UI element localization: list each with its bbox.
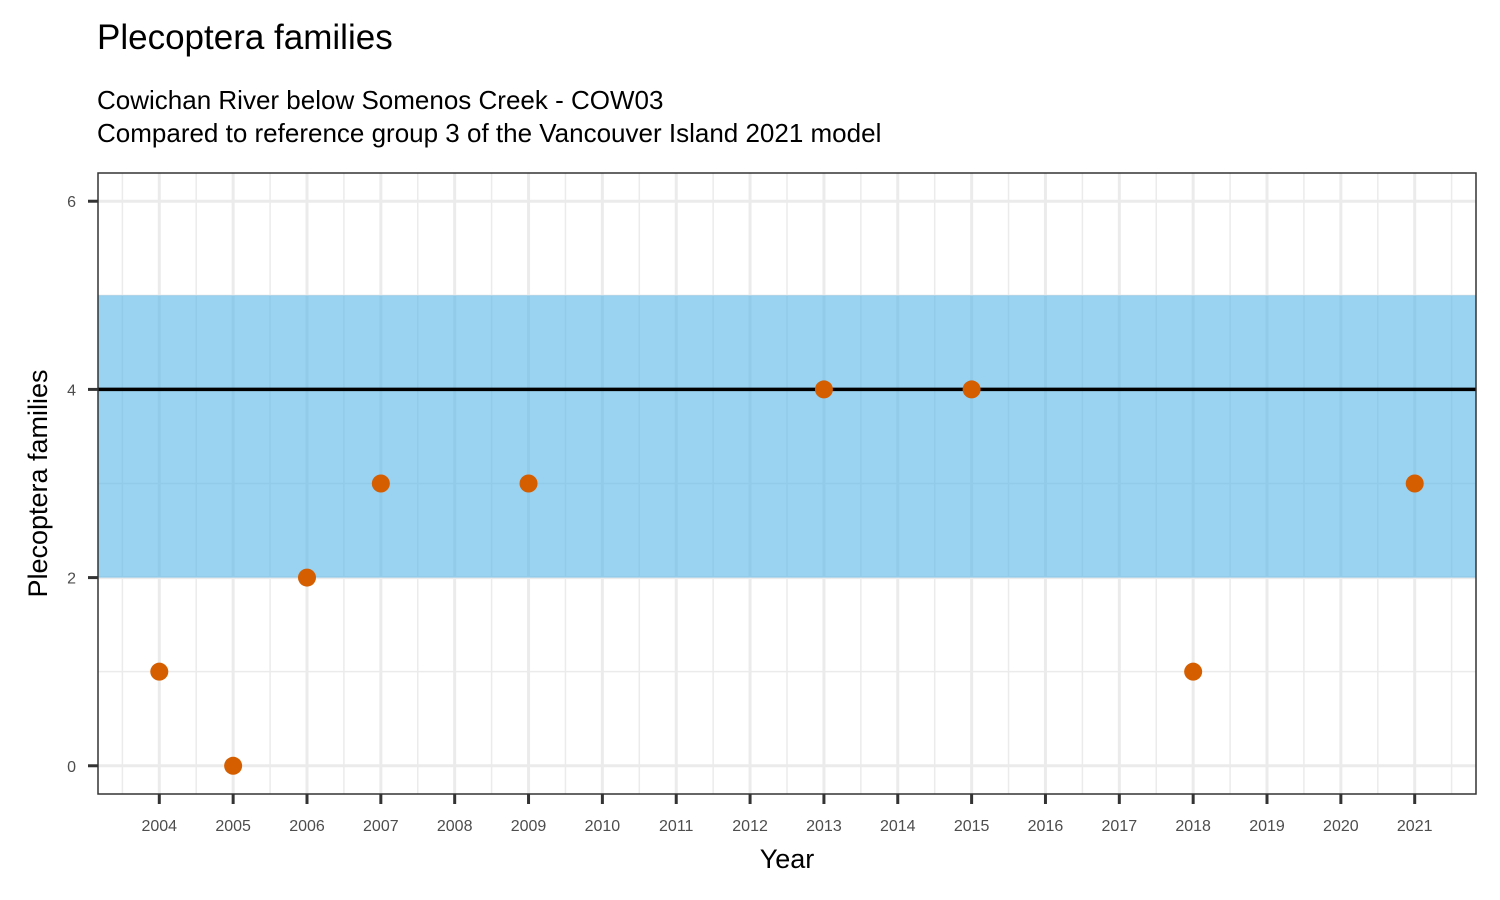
y-tick-label: 2 <box>67 571 76 588</box>
x-tick-label: 2014 <box>880 818 916 835</box>
subtitle-line-site: Cowichan River below Somenos Creek - COW… <box>97 85 664 115</box>
x-tick-label: 2004 <box>141 818 177 835</box>
x-tick-label: 2019 <box>1249 818 1285 835</box>
data-points <box>150 380 1424 775</box>
x-tick-label: 2009 <box>511 818 547 835</box>
data-point <box>297 568 316 587</box>
data-point <box>1184 662 1203 681</box>
chart-subtitle: Cowichan River below Somenos Creek - COW… <box>97 84 881 150</box>
reference-band <box>98 295 1476 578</box>
x-tick-label: 2007 <box>363 818 399 835</box>
data-point <box>150 662 169 681</box>
data-point <box>962 380 981 399</box>
y-tick-label: 6 <box>67 194 76 211</box>
data-point <box>519 474 538 493</box>
x-tick-label: 2013 <box>806 818 842 835</box>
x-axis: 2004 2005 2006 2007 2008 2009 2010 2011 2012 2013… <box>141 794 1433 835</box>
plot-panel-border <box>97 172 1477 795</box>
x-tick-label: 2012 <box>732 818 768 835</box>
data-point <box>371 474 390 493</box>
x-tick-label: 2021 <box>1397 818 1433 835</box>
x-tick-label: 2017 <box>1102 818 1138 835</box>
x-tick-label: 2018 <box>1175 818 1211 835</box>
x-tick-label: 2015 <box>954 818 990 835</box>
data-point <box>224 756 243 775</box>
x-axis-label: Year <box>760 844 815 874</box>
data-point <box>814 380 833 399</box>
chart-title: Plecoptera families <box>97 18 393 57</box>
x-tick-label: 2008 <box>437 818 473 835</box>
y-axis: 0 2 4 6 <box>67 194 98 776</box>
x-tick-label: 2010 <box>585 818 621 835</box>
x-tick-label: 2006 <box>289 818 325 835</box>
y-tick-label: 4 <box>67 382 76 399</box>
y-axis-label: Plecoptera families <box>23 369 53 597</box>
y-tick-label: 0 <box>67 759 76 776</box>
x-tick-label: 2011 <box>659 818 694 835</box>
x-tick-label: 2005 <box>215 818 251 835</box>
x-tick-label: 2020 <box>1323 818 1359 835</box>
subtitle-line-reference: Compared to reference group 3 of the Van… <box>97 118 882 148</box>
x-tick-label: 2016 <box>1028 818 1064 835</box>
data-point <box>1405 474 1424 493</box>
